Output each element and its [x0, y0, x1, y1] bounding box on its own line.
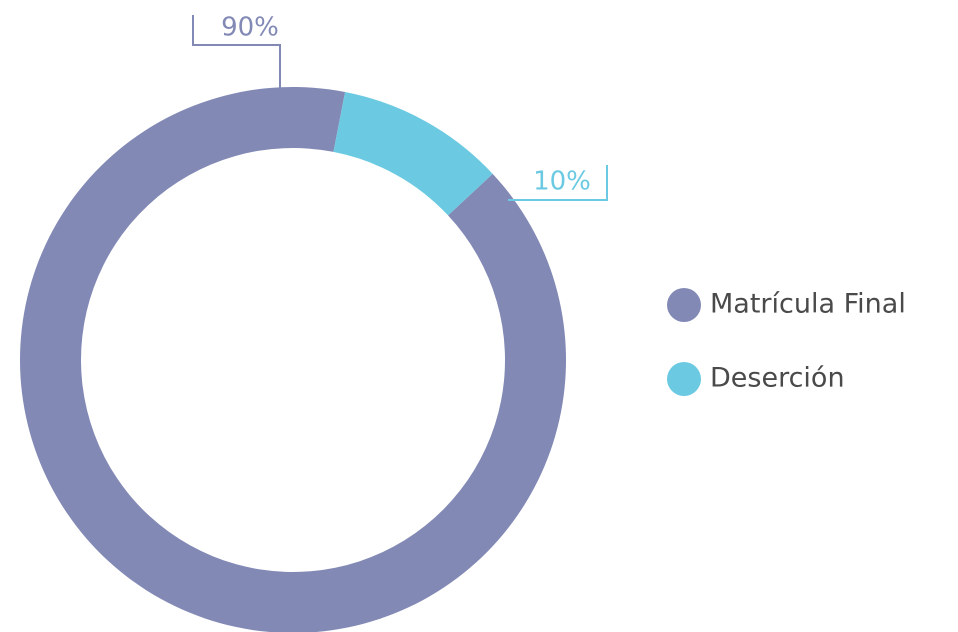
value-label: 10%	[533, 167, 591, 197]
legend-label: Matrícula Final	[710, 289, 906, 320]
legend-label: Deserción	[710, 363, 845, 394]
legend-swatch	[667, 288, 701, 322]
value-label: 90%	[221, 13, 279, 43]
leader-line	[192, 15, 281, 88]
donut-slice	[333, 92, 493, 216]
legend-swatch	[667, 362, 701, 396]
leader-line	[508, 165, 608, 201]
